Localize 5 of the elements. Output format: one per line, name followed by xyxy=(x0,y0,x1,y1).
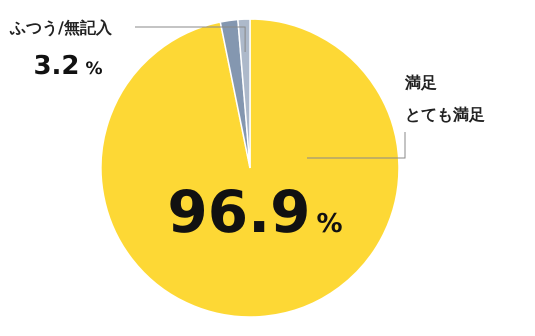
text: 3.2% xyxy=(33,51,103,81)
data-label: 96.9% xyxy=(167,178,343,246)
text: とても満足 xyxy=(405,105,485,124)
text: 満足 xyxy=(404,73,437,92)
text: ふつう/無記入 xyxy=(9,18,113,37)
